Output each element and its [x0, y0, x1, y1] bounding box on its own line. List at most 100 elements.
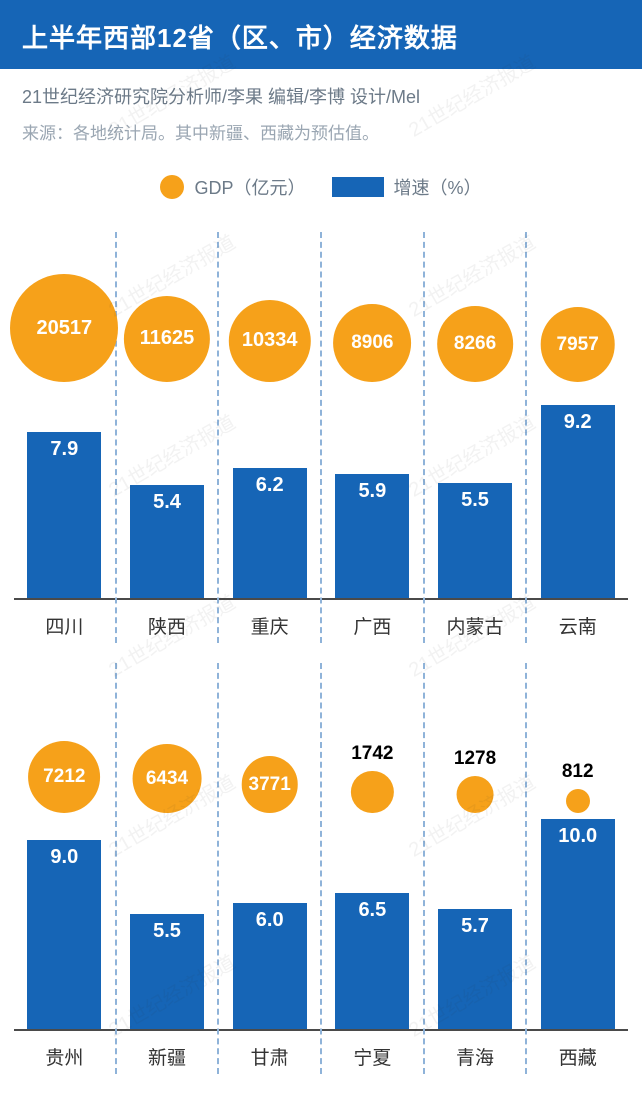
- growth-bar-zone: 5.7: [425, 813, 526, 1029]
- province-cell: 7212 9.0 贵州: [14, 663, 117, 1074]
- gdp-bubble: 3771: [241, 756, 298, 813]
- growth-value-label: 9.0: [50, 846, 78, 869]
- growth-bar-zone: 6.0: [219, 813, 320, 1029]
- gdp-bubble-zone: 10334: [219, 232, 320, 382]
- province-name: 西藏: [527, 1033, 628, 1074]
- province-name: 广西: [322, 602, 423, 643]
- gdp-bubble-zone: 812: [527, 663, 628, 813]
- gdp-bubble-zone: 8266: [425, 232, 526, 382]
- gdp-bubble: 7957: [540, 307, 615, 382]
- growth-bar-zone: 5.5: [425, 382, 526, 598]
- province-cell: 812 10.0 西藏: [527, 663, 628, 1074]
- province-cell: 7957 9.2 云南: [527, 232, 628, 643]
- growth-bar-zone: 7.9: [14, 382, 115, 598]
- gdp-bubble: 8906: [333, 304, 411, 382]
- growth-value-label: 5.7: [461, 915, 489, 938]
- page-title: 上半年西部12省（区、市）经济数据: [0, 0, 642, 69]
- growth-bar: 5.5: [438, 483, 512, 599]
- gdp-bubble-zone: 6434: [117, 663, 218, 813]
- legend-growth-label: 增速（%）: [394, 174, 482, 200]
- gdp-bubble-zone: 11625: [117, 232, 218, 382]
- gdp-bubble-zone: 20517: [14, 232, 115, 382]
- province-name: 宁夏: [322, 1033, 423, 1074]
- gdp-bubble: 6434: [133, 744, 202, 813]
- growth-bar-zone: 9.2: [527, 382, 628, 598]
- legend-gdp-icon: [160, 175, 184, 199]
- growth-bar-zone: 6.5: [322, 813, 423, 1029]
- gdp-bubble-zone: 3771: [219, 663, 320, 813]
- gdp-bubble: 8266: [437, 306, 513, 382]
- gdp-value-label: 1278: [454, 748, 496, 770]
- growth-bar-zone: 9.0: [14, 813, 115, 1029]
- gdp-bubble: [566, 789, 590, 813]
- province-name: 新疆: [117, 1033, 218, 1074]
- gdp-bubble: [351, 771, 393, 813]
- gdp-bubble-zone: 1278: [425, 663, 526, 813]
- province-cell: 3771 6.0 甘肃: [219, 663, 322, 1074]
- province-cell: 11625 5.4 陕西: [117, 232, 220, 643]
- province-cell: 1278 5.7 青海: [425, 663, 528, 1074]
- growth-value-label: 9.2: [564, 411, 592, 434]
- growth-bar: 5.9: [335, 474, 409, 598]
- growth-bar: 5.4: [130, 485, 204, 598]
- province-name: 重庆: [219, 602, 320, 643]
- province-name: 甘肃: [219, 1033, 320, 1074]
- legend-growth-icon: [332, 177, 384, 197]
- growth-bar: 7.9: [27, 432, 101, 598]
- gdp-bubble: 11625: [124, 296, 210, 382]
- growth-bar: 6.0: [233, 903, 307, 1029]
- growth-bar: 9.2: [541, 405, 615, 598]
- province-cell: 1742 6.5 宁夏: [322, 663, 425, 1074]
- gdp-bubble-zone: 7212: [14, 663, 115, 813]
- province-name: 贵州: [14, 1033, 115, 1074]
- growth-value-label: 5.5: [461, 489, 489, 512]
- growth-bar: 5.7: [438, 909, 512, 1029]
- gdp-value-label: 1742: [351, 743, 393, 765]
- province-name: 青海: [425, 1033, 526, 1074]
- gdp-bubble: 20517: [10, 274, 118, 382]
- province-cell: 8266 5.5 内蒙古: [425, 232, 528, 643]
- province-name: 四川: [14, 602, 115, 643]
- province-cell: 10334 6.2 重庆: [219, 232, 322, 643]
- growth-bar-zone: 5.5: [117, 813, 218, 1029]
- credits-line: 21世纪经济研究院分析师/李果 编辑/李博 设计/Mel: [0, 69, 642, 115]
- growth-bar: 10.0: [541, 819, 615, 1029]
- gdp-bubble-zone: 7957: [527, 232, 628, 382]
- growth-bar: 6.5: [335, 893, 409, 1030]
- growth-bar-zone: 5.9: [322, 382, 423, 598]
- growth-value-label: 5.5: [153, 920, 181, 943]
- province-cell: 8906 5.9 广西: [322, 232, 425, 643]
- chart-rows: 205177.9四川116255.4陕西103346.2重庆89065.9广西8…: [0, 232, 642, 1104]
- chart-row: 205177.9四川116255.4陕西103346.2重庆89065.9广西8…: [14, 232, 628, 643]
- province-cell: 6434 5.5 新疆: [117, 663, 220, 1074]
- province-name: 云南: [527, 602, 628, 643]
- growth-value-label: 7.9: [50, 438, 78, 461]
- growth-value-label: 6.2: [256, 474, 284, 497]
- growth-value-label: 6.5: [358, 899, 386, 922]
- source-line: 来源：各地统计局。其中新疆、西藏为预估值。: [0, 115, 642, 154]
- growth-bar: 6.2: [233, 468, 307, 598]
- legend: GDP（亿元） 增速（%）: [0, 154, 642, 212]
- growth-bar: 9.0: [27, 840, 101, 1029]
- growth-bar-zone: 5.4: [117, 382, 218, 598]
- growth-bar-zone: 10.0: [527, 813, 628, 1029]
- gdp-bubble: 7212: [28, 741, 100, 813]
- gdp-value-label: 812: [562, 761, 594, 783]
- gdp-bubble-zone: 8906: [322, 232, 423, 382]
- growth-bar: 5.5: [130, 914, 204, 1030]
- legend-growth: 增速（%）: [332, 174, 482, 200]
- growth-bar-zone: 6.2: [219, 382, 320, 598]
- gdp-bubble: [457, 776, 494, 813]
- province-name: 陕西: [117, 602, 218, 643]
- growth-value-label: 5.4: [153, 491, 181, 514]
- legend-gdp: GDP（亿元）: [160, 174, 305, 200]
- province-name: 内蒙古: [425, 602, 526, 643]
- legend-gdp-label: GDP（亿元）: [194, 174, 305, 200]
- province-cell: 20517 7.9 四川: [14, 232, 117, 643]
- growth-value-label: 6.0: [256, 909, 284, 932]
- chart-row: 72129.0贵州64345.5新疆37716.0甘肃17426.5宁夏1278…: [14, 663, 628, 1074]
- gdp-bubble: 10334: [228, 300, 310, 382]
- growth-value-label: 5.9: [358, 480, 386, 503]
- infographic-container: 上半年西部12省（区、市）经济数据 21世纪经济研究院分析师/李果 编辑/李博 …: [0, 0, 642, 1104]
- growth-value-label: 10.0: [558, 825, 597, 848]
